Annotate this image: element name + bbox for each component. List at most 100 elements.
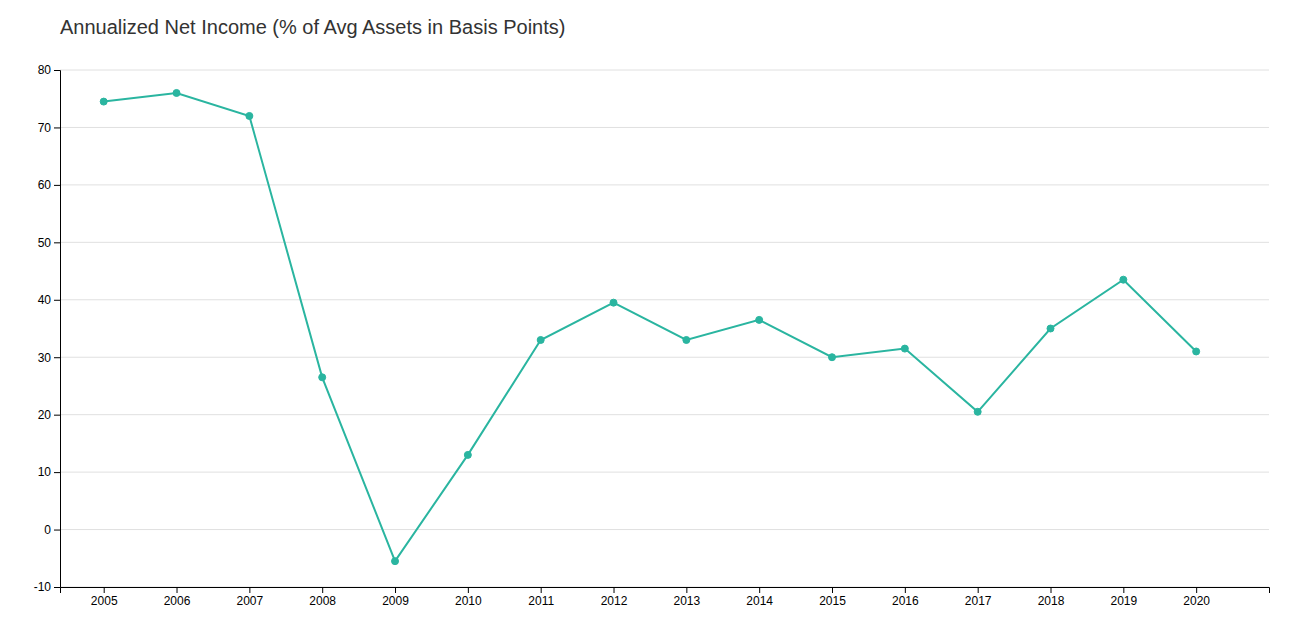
point (974, 408, 981, 415)
x-tick-mark (686, 587, 687, 593)
x-tick-label: 2005 (91, 594, 118, 608)
y-tick: 40 (38, 293, 60, 307)
y-tick-mark (54, 357, 60, 358)
x-tick-mark (468, 587, 469, 593)
x-tick-mark (395, 587, 396, 593)
x-tick: 2009 (382, 587, 409, 608)
x-tick-mark (978, 587, 979, 593)
x-tick: 2018 (1038, 587, 1065, 608)
y-tick-mark (54, 300, 60, 301)
y-tick-label: 0 (44, 523, 51, 537)
point (173, 89, 180, 96)
y-tick-mark (54, 242, 60, 243)
x-tick-label: 2012 (601, 594, 628, 608)
x-tick-label: 2018 (1038, 594, 1065, 608)
chart-svg: Annualized Net Income (% of Avg Assets i… (0, 0, 1309, 637)
y-tick-mark (54, 70, 60, 71)
y-axis: -10 0 10 20 30 40 50 60 70 80 (34, 63, 61, 594)
x-tick-mark (541, 587, 542, 593)
x-tick-mark (177, 587, 178, 593)
x-tick: 2006 (164, 587, 191, 608)
point (246, 112, 253, 119)
grid-line (60, 414, 1269, 415)
y-tick-label: 40 (38, 293, 52, 307)
point (537, 336, 544, 343)
y-tick-mark (54, 127, 60, 128)
point (829, 354, 836, 361)
x-tick-mark (249, 587, 250, 593)
y-tick-label: 50 (38, 236, 52, 250)
y-tick: 0 (44, 523, 60, 537)
point (756, 316, 763, 323)
x-tick: 2013 (673, 587, 700, 608)
x-tick: 2005 (91, 587, 118, 608)
x-tick-label: 2019 (1110, 594, 1137, 608)
x-tick: 2017 (965, 587, 992, 608)
y-tick-mark (54, 472, 60, 473)
point (610, 299, 617, 306)
y-tick-mark (54, 587, 60, 588)
point (683, 336, 690, 343)
y-tick-label: 70 (38, 121, 52, 135)
x-tick-label: 2014 (746, 594, 773, 608)
point (319, 374, 326, 381)
x-tick-mark (322, 587, 323, 593)
point (392, 558, 399, 565)
y-tick-label: 20 (38, 408, 52, 422)
y-tick: 30 (38, 351, 60, 365)
x-tick-mark (832, 587, 833, 593)
x-axis: 2005 2006 2007 2008 2009 2010 2011 2012 2013 2014… (61, 587, 1270, 608)
x-tick: 2008 (309, 587, 336, 608)
x-tick: 2010 (455, 587, 482, 608)
grid-line (60, 184, 1269, 185)
x-tick-mark (1196, 587, 1197, 593)
chart-title: Annualized Net Income (% of Avg Assets i… (60, 16, 565, 38)
x-tick: 2012 (601, 587, 628, 608)
grid-line (60, 357, 1269, 358)
point (1193, 348, 1200, 355)
grid-line (60, 472, 1269, 473)
y-tick: 80 (38, 63, 60, 77)
x-tick-mark (1123, 587, 1124, 593)
x-tick-label: 2010 (455, 594, 482, 608)
x-tick-label: 2008 (309, 594, 336, 608)
x-tick: 2019 (1110, 587, 1137, 608)
x-tick: 2007 (237, 587, 264, 608)
x-tick-label: 2007 (237, 594, 264, 608)
plot-area: 2005200620072008200920102011201220132014… (34, 63, 1270, 607)
x-tick-label: 2016 (892, 594, 919, 608)
grid-line (60, 70, 1269, 71)
x-tick-label: 2017 (965, 594, 992, 608)
x-tick-label: 2011 (528, 594, 554, 608)
y-tick: 50 (38, 236, 60, 250)
line (104, 93, 1196, 561)
x-tick-label: 2013 (673, 594, 700, 608)
grid (60, 70, 1269, 587)
y-tick: -10 (34, 580, 60, 594)
x-tick: 2015 (819, 587, 846, 608)
x-tick-mark (1051, 587, 1052, 593)
y-tick: 20 (38, 408, 60, 422)
grid-line (60, 529, 1269, 530)
point (1120, 276, 1127, 283)
y-tick-label: 80 (38, 63, 52, 77)
x-tick-mark (104, 587, 105, 593)
y-tick-label: 60 (38, 178, 52, 192)
y-tick-label: -10 (34, 580, 52, 594)
x-tick: 2011 (528, 587, 554, 608)
x-tick-label: 2009 (382, 594, 409, 608)
point (901, 345, 908, 352)
point (464, 451, 471, 458)
y-tick-label: 30 (38, 351, 52, 365)
point (100, 98, 107, 105)
y-tick: 60 (38, 178, 60, 192)
y-tick-label: 10 (38, 465, 52, 479)
x-tick: 2016 (892, 587, 919, 608)
x-tick: 2020 (1183, 587, 1210, 608)
x-tick: 2014 (746, 587, 773, 608)
y-tick: 10 (38, 465, 60, 479)
y-tick-mark (54, 530, 60, 531)
chart-container: Annualized Net Income (% of Avg Assets i… (0, 0, 1309, 637)
x-tick-label: 2015 (819, 594, 846, 608)
y-axis-line (54, 71, 61, 588)
